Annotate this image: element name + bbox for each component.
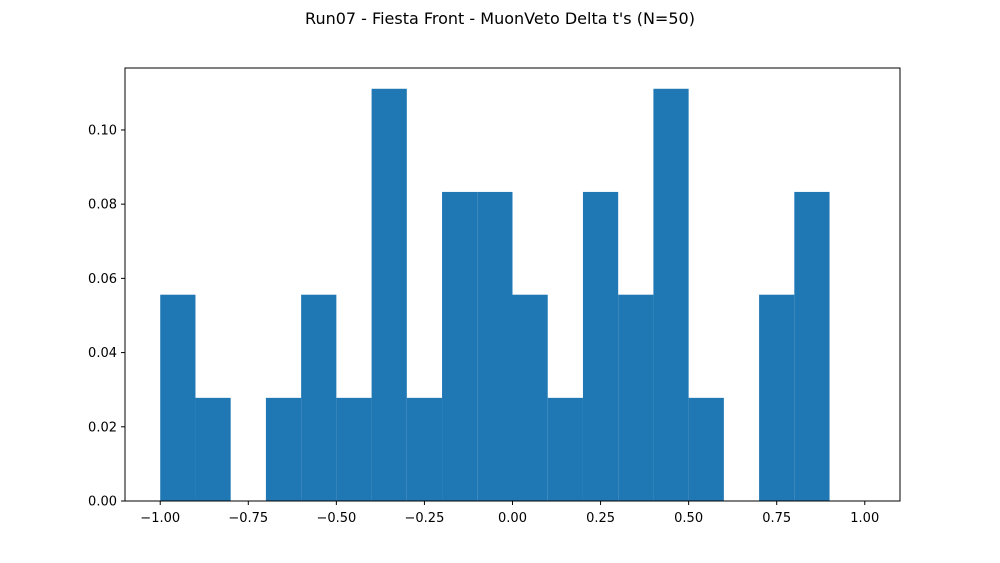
- x-tick-label: 0.00: [498, 511, 527, 526]
- histogram-bar: [547, 397, 583, 501]
- y-tick-label: 0.04: [88, 346, 117, 361]
- x-tick-label: 0.75: [762, 511, 791, 526]
- histogram-bar: [582, 191, 619, 501]
- x-tick-label: −0.25: [405, 511, 445, 526]
- y-tick-label: 0.10: [88, 123, 117, 138]
- x-tick-label: −0.50: [316, 511, 356, 526]
- histogram-bar: [759, 294, 795, 501]
- y-tick-label: 0.00: [88, 495, 117, 510]
- histogram-bar: [442, 191, 478, 501]
- histogram-bar: [336, 397, 372, 501]
- histogram-bar: [301, 294, 337, 501]
- y-tick-label: 0.06: [88, 272, 117, 287]
- histogram-bar: [406, 397, 443, 501]
- histogram-bar: [618, 294, 654, 501]
- histogram-bar: [477, 191, 513, 501]
- x-tick-label: 1.00: [850, 511, 879, 526]
- histogram-bar: [195, 397, 231, 501]
- histogram-bar: [794, 191, 830, 501]
- histogram-bars: [160, 88, 830, 501]
- x-axis: −1.00 −0.75 −0.50 −0.25 0.00 0.25 0.50 0.75 1.00: [140, 501, 879, 526]
- y-tick-label: 0.08: [88, 198, 117, 213]
- histogram-bar: [688, 397, 724, 501]
- chart-title: Run07 - Fiesta Front - MuonVeto Delta t'…: [305, 9, 695, 28]
- histogram-bar: [160, 294, 196, 501]
- histogram-bar: [265, 397, 302, 501]
- x-tick-label: −0.75: [228, 511, 268, 526]
- y-tick-label: 0.02: [88, 420, 117, 435]
- x-tick-label: 0.50: [674, 511, 703, 526]
- x-tick-label: 0.25: [586, 511, 615, 526]
- histogram-bar: [653, 88, 689, 501]
- x-tick-label: −1.00: [140, 511, 180, 526]
- histogram-bar: [512, 294, 548, 501]
- histogram-bar: [371, 88, 407, 501]
- y-axis: 0.00 0.02 0.04 0.06 0.08 0.10: [88, 123, 125, 510]
